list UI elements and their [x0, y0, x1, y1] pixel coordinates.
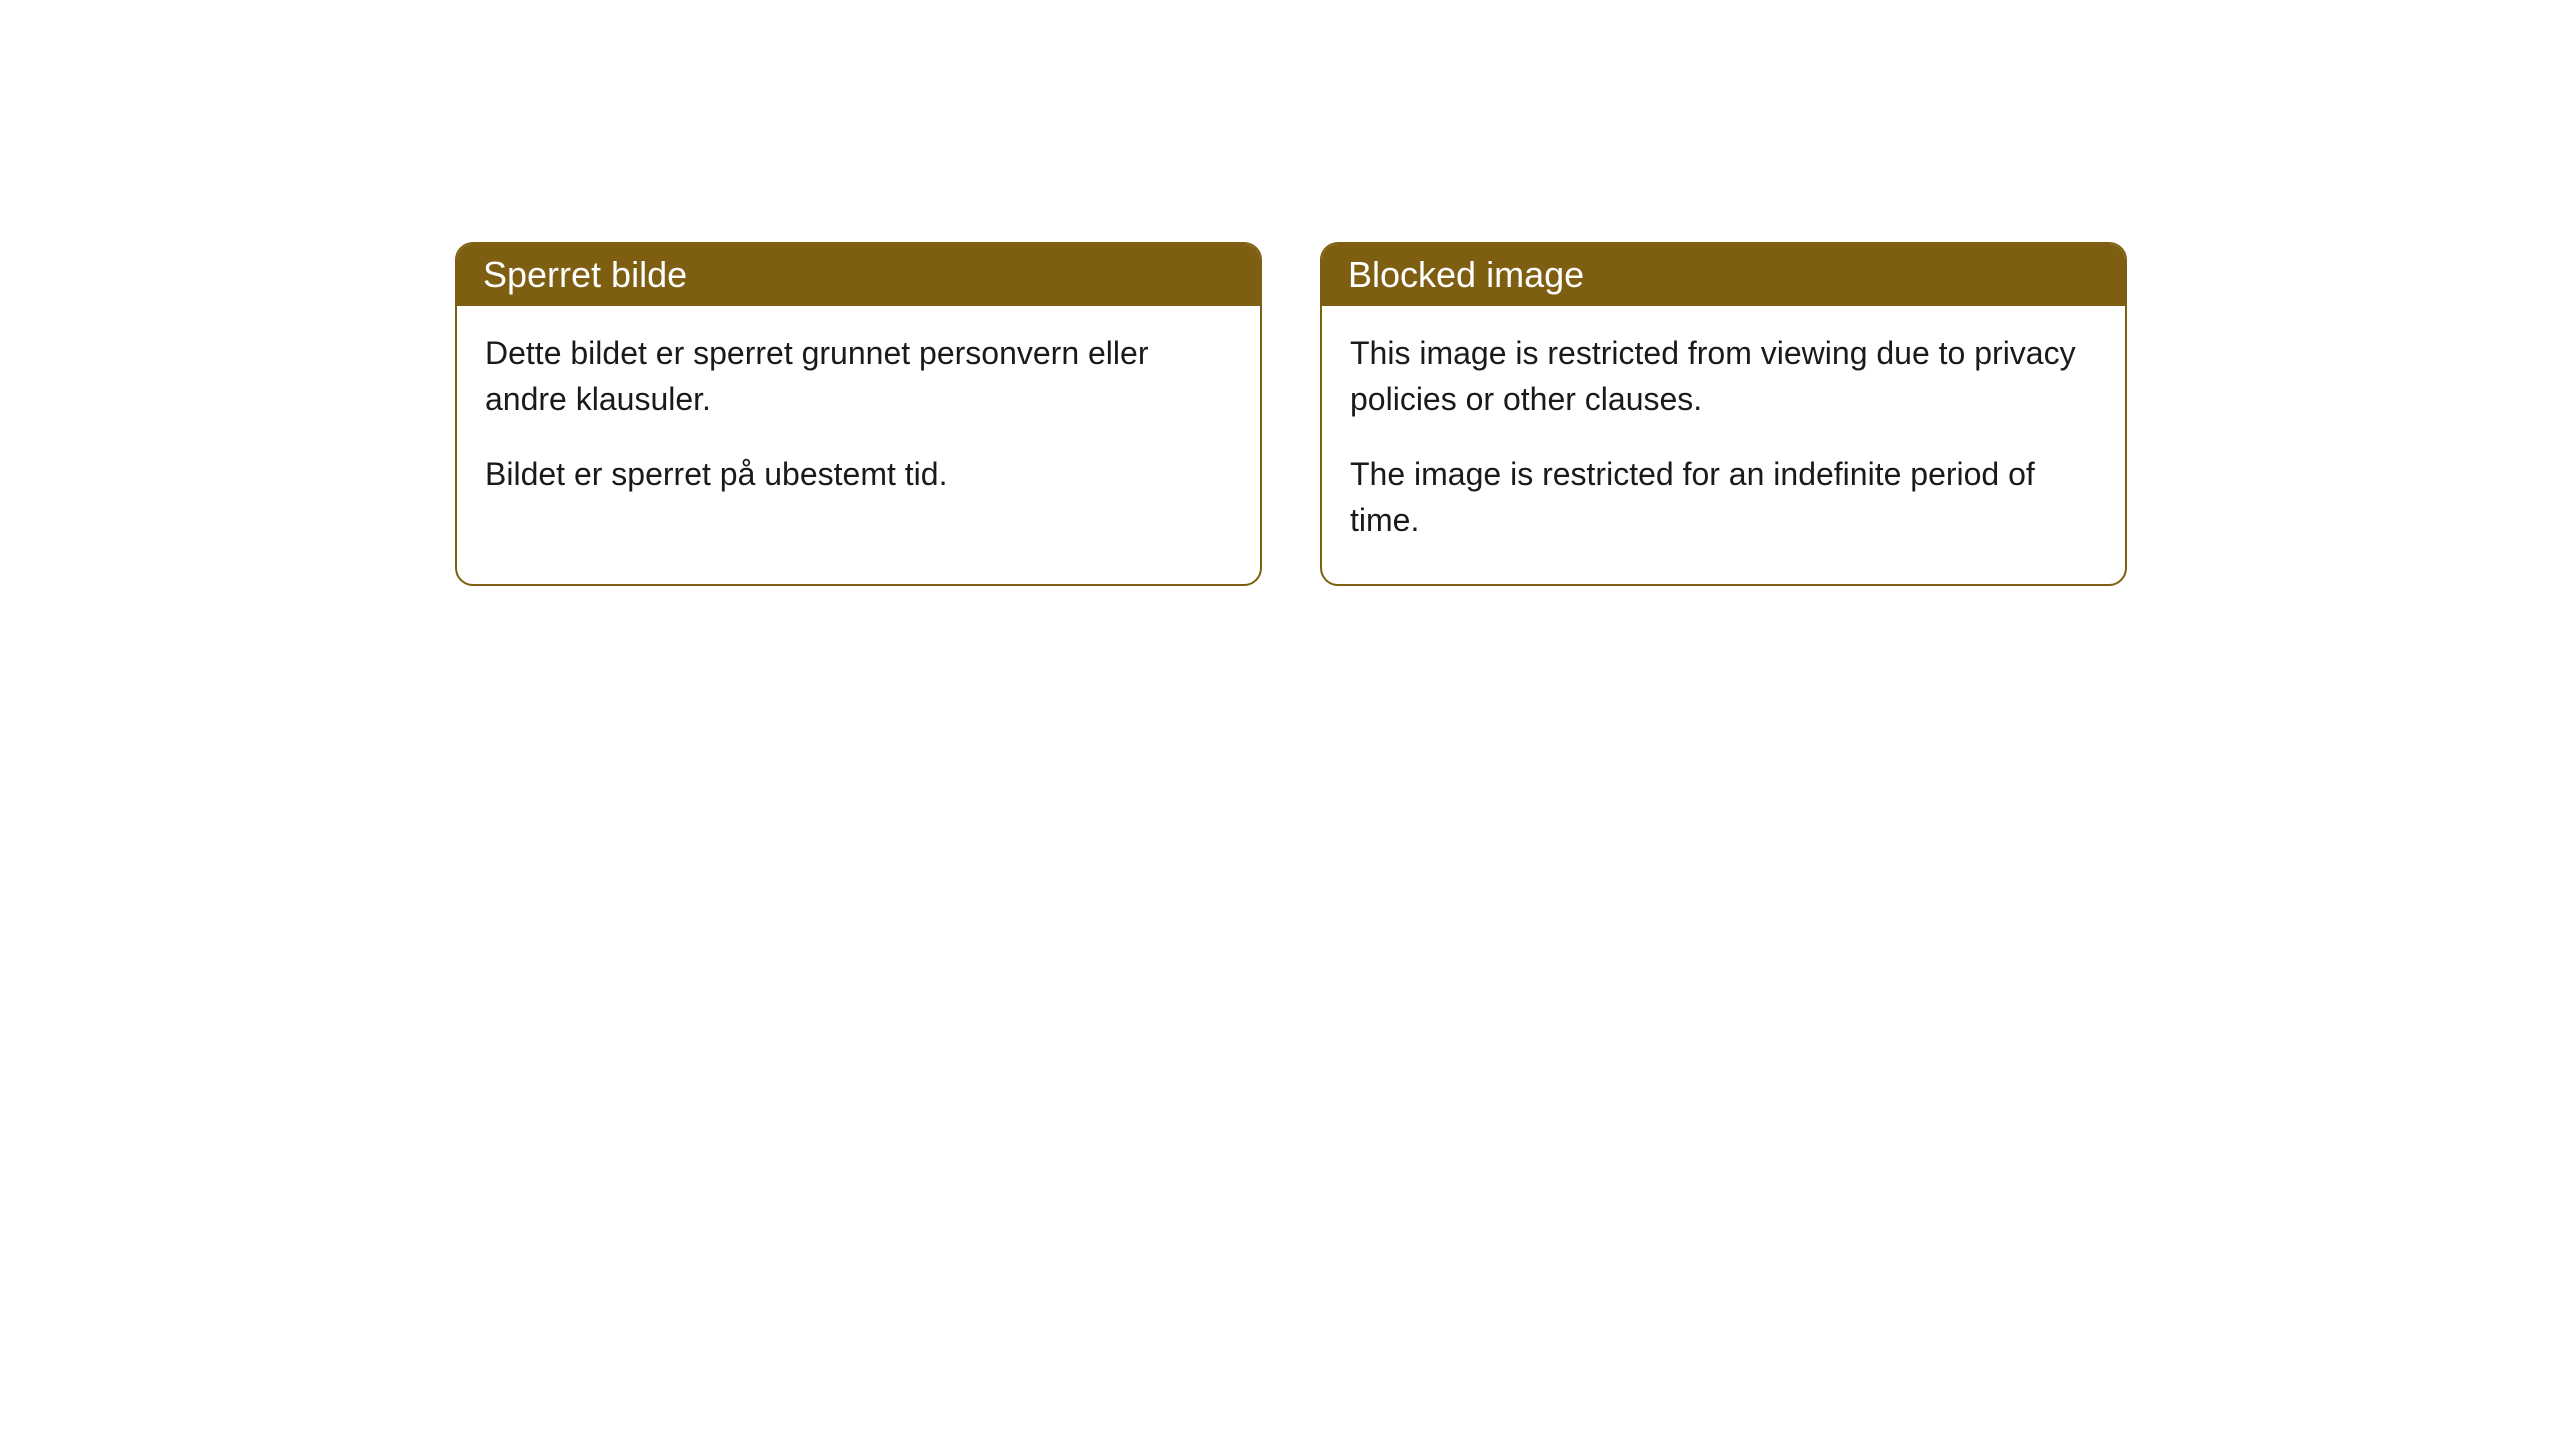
card-body-english: This image is restricted from viewing du… [1322, 306, 2125, 584]
card-paragraph-2-english: The image is restricted for an indefinit… [1350, 451, 2097, 544]
card-header-english: Blocked image [1322, 244, 2125, 306]
card-paragraph-2-norwegian: Bildet er sperret på ubestemt tid. [485, 451, 1232, 497]
card-title-english: Blocked image [1348, 254, 1584, 295]
card-title-norwegian: Sperret bilde [483, 254, 687, 295]
blocked-image-card-english: Blocked image This image is restricted f… [1320, 242, 2127, 586]
card-paragraph-1-english: This image is restricted from viewing du… [1350, 330, 2097, 423]
card-body-norwegian: Dette bildet er sperret grunnet personve… [457, 306, 1260, 537]
card-paragraph-1-norwegian: Dette bildet er sperret grunnet personve… [485, 330, 1232, 423]
notice-cards-container: Sperret bilde Dette bildet er sperret gr… [455, 242, 2560, 586]
blocked-image-card-norwegian: Sperret bilde Dette bildet er sperret gr… [455, 242, 1262, 586]
card-header-norwegian: Sperret bilde [457, 244, 1260, 306]
